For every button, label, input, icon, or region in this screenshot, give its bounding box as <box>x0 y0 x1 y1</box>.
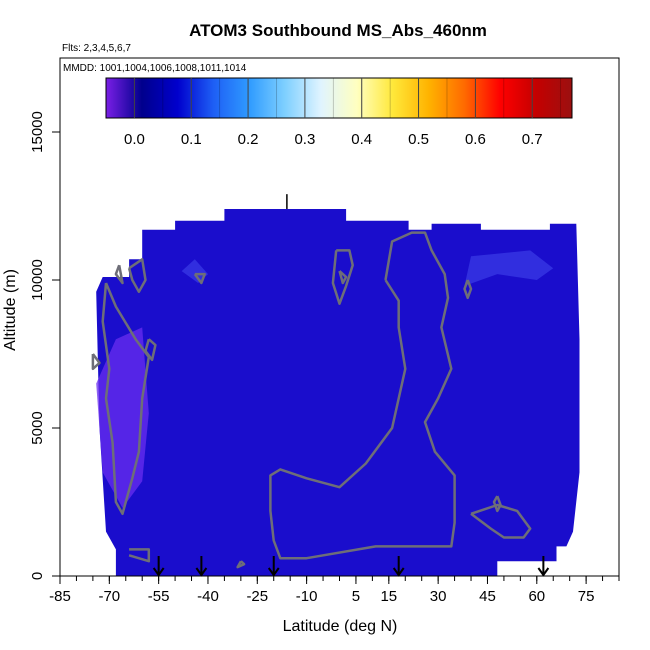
y-tick-label: 5000 <box>29 411 46 444</box>
field-area-northern-band <box>464 250 554 286</box>
colorbar-tick-label: 0.4 <box>351 131 372 148</box>
contour-lines <box>91 194 532 569</box>
colorbar: 0.0 0.1 0.2 0.3 0.4 0.5 0.6 0.7 <box>105 77 573 148</box>
field-region <box>96 209 580 576</box>
contour-line <box>463 279 473 300</box>
contour-line <box>114 264 124 285</box>
y-tick-label: 15000 <box>29 111 46 153</box>
contour-line <box>492 495 502 513</box>
x-tick-label: 75 <box>578 588 595 605</box>
flight-arrows <box>152 556 550 577</box>
y-axis-label: Altitude (m) <box>2 269 19 351</box>
x-tick-label: 5 <box>352 588 360 605</box>
contour-line <box>331 249 354 305</box>
field-area-upper-patch <box>181 259 208 283</box>
x-tick-label: 30 <box>430 588 447 605</box>
contour-line <box>144 338 157 362</box>
colorbar-gradient <box>105 77 573 119</box>
x-axis-ticks: -85 -70 -55 -40 -25 -10 5 15 30 45 60 75 <box>49 576 620 605</box>
x-axis-label: Latitude (deg N) <box>283 618 398 635</box>
flights-label: Flts: 2,3,4,5,6,7 <box>62 43 131 54</box>
dates-label: MMDD: 1001,1004,1006,1008,1011,1014 <box>63 63 247 74</box>
x-tick-label: -55 <box>148 588 170 605</box>
contour-line <box>338 270 348 285</box>
contour-line <box>127 258 147 294</box>
colorbar-tick-label: 0.5 <box>408 131 429 148</box>
contour-line <box>101 282 151 516</box>
flight-arrow <box>392 556 405 577</box>
contour-line <box>91 353 101 371</box>
contour-line <box>193 272 206 285</box>
y-tick-label: 0 <box>29 572 46 580</box>
x-tick-label: -10 <box>296 588 318 605</box>
colorbar-tick-label: 0.3 <box>294 131 315 148</box>
colorbar-tick-label: 0.0 <box>124 131 145 148</box>
flight-arrow <box>267 556 280 577</box>
data-field <box>96 209 580 576</box>
contour-line <box>128 548 151 563</box>
x-tick-label: 15 <box>380 588 397 605</box>
y-axis-ticks: 0 5000 10000 15000 <box>29 111 60 580</box>
flight-arrow <box>152 556 165 577</box>
x-tick-label: 60 <box>528 588 545 605</box>
colorbar-tick-label: 0.7 <box>522 131 543 148</box>
contour-line <box>269 231 456 560</box>
x-tick-label: -85 <box>49 588 71 605</box>
x-tick-label: 45 <box>479 588 496 605</box>
flight-arrow <box>537 556 550 577</box>
y-tick-label: 10000 <box>29 259 46 301</box>
x-tick-label: -70 <box>98 588 120 605</box>
colorbar-tick-label: 0.2 <box>238 131 259 148</box>
colorbar-tick-label: 0.1 <box>181 131 202 148</box>
contour-line <box>236 560 246 569</box>
colorbar-ticks: 0.0 0.1 0.2 0.3 0.4 0.5 0.6 0.7 <box>124 78 562 148</box>
colorbar-tick-label: 0.6 <box>465 131 486 148</box>
x-tick-label: -40 <box>197 588 219 605</box>
x-tick-label: -25 <box>246 588 268 605</box>
chart-title: ATOM3 Southbound MS_Abs_460nm <box>189 21 487 40</box>
flight-arrow <box>195 556 208 577</box>
